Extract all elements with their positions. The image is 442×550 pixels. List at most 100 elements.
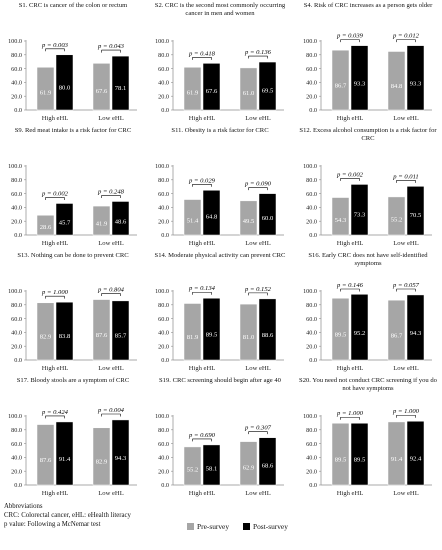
chart-panel: 0.0 20.0 40.0 60.0 80.0 100.0 61.9 67.6 p = 0.41…: [147, 0, 294, 125]
data-label: 28.6: [40, 224, 52, 231]
chart-title: S1. CRC is cancer of the colon or rectum: [18, 2, 128, 9]
y-tick-label: 80.0: [306, 302, 317, 309]
data-label: 80.0: [59, 84, 71, 91]
chart-svg: 0.0 20.0 40.0 60.0 80.0 100.0 51.4 64.8 p = 0.02…: [155, 163, 284, 247]
y-tick-label: 100.0: [8, 38, 22, 45]
y-tick-label: 40.0: [158, 330, 169, 337]
p-value-label: p = 0.002: [41, 190, 69, 197]
category-label: High eHL: [337, 365, 364, 372]
chart-panel: 0.0 20.0 40.0 60.0 80.0 100.0 28.6 45.7 p = 0.00…: [0, 125, 147, 250]
legend-label-post: Post-survey: [253, 522, 288, 531]
y-tick-label: 40.0: [11, 80, 22, 87]
chart-svg: 0.0 20.0 40.0 60.0 80.0 100.0 81.9 89.5 p = 0.13…: [155, 285, 284, 372]
bar-pre-survey: [239, 200, 258, 236]
chart-panel: 0.0 20.0 40.0 60.0 80.0 100.0 82.9 83.8 p = 1.00…: [0, 250, 147, 375]
category-label: Low eHL: [98, 490, 123, 497]
y-tick-label: 0.0: [309, 482, 317, 489]
bar-post-survey: [406, 186, 425, 236]
data-label: 89.5: [335, 457, 347, 464]
y-tick-label: 0.0: [14, 482, 22, 489]
data-label: 87.6: [96, 332, 108, 339]
chart-svg: 0.0 20.0 40.0 60.0 80.0 100.0 54.3 73.3 p = 0.00…: [303, 163, 432, 247]
bar-post-survey: [55, 203, 74, 236]
data-label: 91.4: [59, 456, 71, 463]
p-value-label: p = 0.424: [41, 409, 69, 416]
y-tick-label: 60.0: [306, 316, 317, 323]
bar-post-survey: [350, 184, 369, 236]
data-label: 93.3: [354, 80, 366, 87]
bar-pre-survey: [36, 67, 55, 111]
bar-pre-survey: [331, 197, 350, 236]
chart-svg: 0.0 20.0 40.0 60.0 80.0 100.0 86.7 93.3 p = 0.03…: [303, 33, 432, 122]
category-label: Low eHL: [245, 115, 270, 122]
data-label: 45.7: [59, 219, 71, 226]
category-label: High eHL: [189, 365, 216, 372]
chart-svg: 0.0 20.0 40.0 60.0 80.0 100.0 28.6 45.7 p = 0.00…: [8, 163, 137, 247]
category-label: Low eHL: [393, 115, 418, 122]
bar-pre-survey: [331, 297, 350, 361]
y-tick-label: 100.0: [8, 288, 22, 295]
bar-pre-survey: [331, 49, 350, 111]
category-label: Low eHL: [98, 115, 123, 122]
data-label: 60.0: [262, 215, 274, 222]
data-label: 48.6: [115, 218, 127, 225]
category-label: High eHL: [337, 490, 364, 497]
data-label: 81.0: [243, 334, 255, 341]
data-label: 68.6: [262, 463, 274, 470]
data-label: 89.5: [206, 332, 218, 339]
category-label: High eHL: [42, 240, 69, 247]
category-label: Low eHL: [393, 365, 418, 372]
y-tick-label: 20.0: [306, 93, 317, 100]
data-label: 61.9: [40, 90, 52, 97]
y-tick-label: 100.0: [155, 413, 169, 420]
y-tick-label: 100.0: [8, 163, 22, 170]
bar-post-survey: [111, 419, 130, 486]
bar-pre-survey: [92, 63, 111, 111]
category-label: Low eHL: [245, 365, 270, 372]
y-tick-label: 100.0: [8, 413, 22, 420]
p-value-label: p = 0.057: [392, 282, 420, 289]
bar-post-survey: [406, 420, 425, 486]
legend-swatch-post: [243, 523, 250, 530]
bar-pre-survey: [36, 302, 55, 361]
y-tick-label: 80.0: [11, 302, 22, 309]
y-tick-label: 0.0: [309, 357, 317, 364]
data-label: 88.6: [262, 332, 274, 339]
p-value-label: p = 0.307: [244, 425, 272, 432]
y-tick-label: 0.0: [161, 357, 169, 364]
bar-post-survey: [202, 190, 221, 236]
data-label: 87.6: [40, 457, 52, 464]
category-label: High eHL: [42, 490, 69, 497]
y-tick-label: 100.0: [303, 413, 317, 420]
p-value-label: p = 0.146: [336, 282, 364, 289]
category-label: High eHL: [42, 115, 69, 122]
data-label: 83.8: [59, 333, 71, 340]
y-tick-label: 80.0: [306, 177, 317, 184]
p-value-label: p = 0.043: [97, 43, 125, 50]
category-label: Low eHL: [393, 240, 418, 247]
data-label: 67.6: [96, 88, 108, 95]
data-label: 69.5: [262, 87, 274, 94]
y-tick-label: 0.0: [14, 107, 22, 114]
y-tick-label: 0.0: [161, 232, 169, 239]
y-tick-label: 80.0: [158, 427, 169, 434]
chart-svg: 0.0 20.0 40.0 60.0 80.0 100.0 89.5 89.5 p = 1.00…: [303, 408, 432, 497]
bar-post-survey: [258, 61, 277, 111]
data-label: 67.6: [206, 88, 218, 95]
y-tick-label: 20.0: [306, 343, 317, 350]
bar-post-survey: [406, 294, 425, 361]
y-tick-label: 0.0: [309, 107, 317, 114]
data-label: 78.1: [115, 85, 127, 92]
y-tick-label: 0.0: [14, 232, 22, 239]
data-label: 58.1: [206, 466, 218, 473]
data-label: 94.3: [115, 455, 127, 462]
category-label: High eHL: [189, 115, 216, 122]
p-value-label: p = 0.152: [244, 286, 272, 293]
data-label: 95.2: [354, 330, 366, 337]
data-label: 89.5: [335, 332, 347, 339]
bar-pre-survey: [331, 422, 350, 486]
bar-pre-survey: [183, 67, 202, 111]
bar-post-survey: [202, 63, 221, 111]
y-tick-label: 60.0: [158, 66, 169, 73]
y-tick-label: 100.0: [155, 38, 169, 45]
